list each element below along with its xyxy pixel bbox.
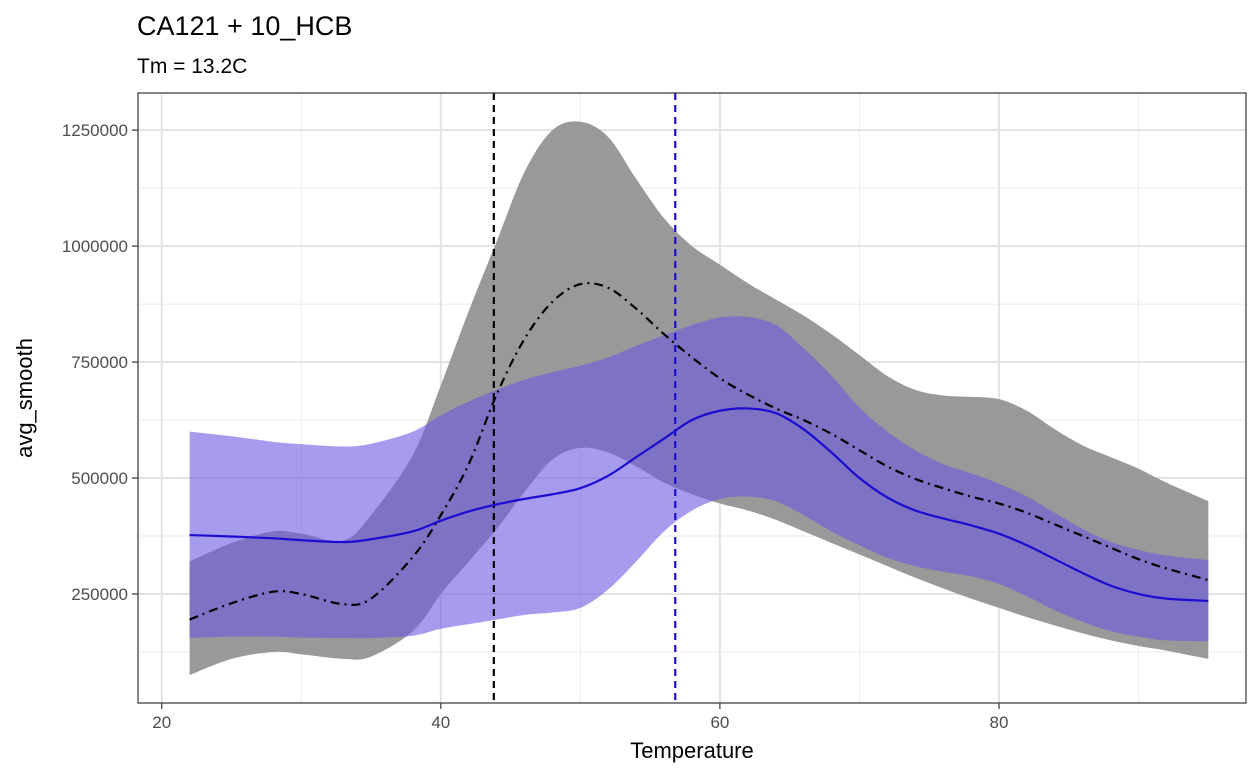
y-tick-label: 250000: [71, 585, 128, 604]
x-axis-ticks: 20 40 60 80: [152, 703, 1008, 732]
y-tick-label: 1000000: [62, 237, 128, 256]
x-tick-label: 40: [431, 713, 450, 732]
y-axis-ticks: 250000 500000 750000 1000000 1250000: [62, 121, 138, 604]
y-tick-label: 1250000: [62, 121, 128, 140]
reference-lines: [492, 93, 677, 703]
x-tick-label: 60: [710, 713, 729, 732]
series-lines: [189, 282, 1209, 621]
chart-subtitle: Tm = 13.2C: [137, 55, 247, 78]
plot-border: [137, 92, 1247, 704]
confidence-bands: [189, 121, 1209, 676]
x-tick-label: 80: [990, 713, 1009, 732]
x-tick-label: 20: [152, 713, 171, 732]
y-tick-label: 750000: [71, 353, 128, 372]
confidence-band-2: [189, 316, 1209, 642]
series-line-1: [189, 282, 1209, 621]
y-axis-title: avg_smooth: [12, 338, 37, 458]
chart-title: CA121 + 10_HCB: [137, 11, 352, 41]
y-tick-label: 500000: [71, 469, 128, 488]
x-axis-title: Temperature: [630, 738, 754, 763]
series-line-2: [189, 407, 1209, 603]
